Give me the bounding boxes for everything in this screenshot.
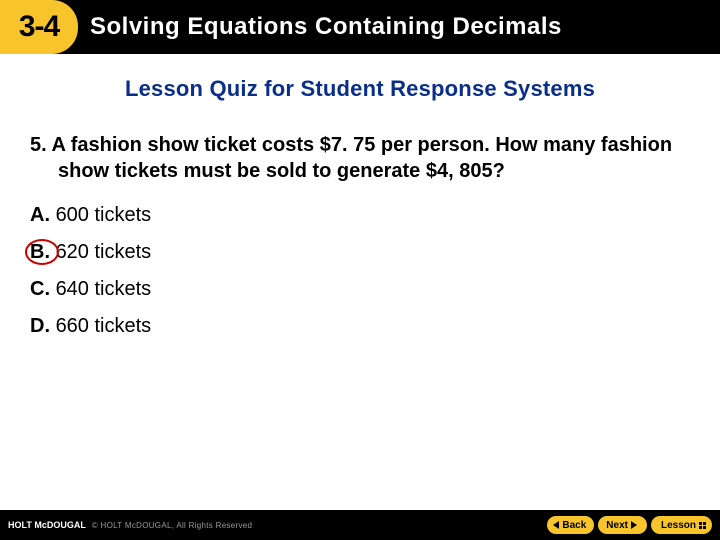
chapter-badge: 3-4 [0, 0, 78, 54]
answer-text: 620 tickets [56, 241, 152, 263]
chapter-number: 3-4 [19, 10, 59, 44]
answer-letter: D. [30, 315, 50, 337]
page-subtitle: Lesson Quiz for Student Response Systems [0, 76, 720, 102]
publisher-logo: HOLT McDOUGAL [8, 520, 86, 530]
chevron-right-icon [631, 521, 637, 529]
question-block: 5. A fashion show ticket costs $7. 75 pe… [30, 132, 690, 184]
answer-text: 640 tickets [56, 278, 152, 300]
question-text: 5. A fashion show ticket costs $7. 75 pe… [58, 132, 690, 184]
question-number: 5. [30, 134, 47, 156]
answer-text: 660 tickets [56, 315, 152, 337]
back-button[interactable]: Back [547, 516, 594, 534]
lesson-label: Lesson [661, 520, 696, 531]
answer-option-a[interactable]: A. 600 tickets [30, 204, 690, 227]
next-button[interactable]: Next [598, 516, 647, 534]
answer-letter: B. [30, 241, 50, 263]
lesson-button[interactable]: Lesson [651, 516, 712, 534]
header-bar: 3-4 Solving Equations Containing Decimal… [0, 0, 720, 54]
answer-text: 600 tickets [56, 204, 152, 226]
next-label: Next [606, 520, 628, 531]
answer-letter: A. [30, 204, 50, 226]
answer-list: A. 600 tickets B. 620 tickets C. 640 tic… [30, 204, 690, 338]
answer-option-d[interactable]: D. 660 tickets [30, 315, 690, 338]
logo-rest: McDOUGAL [32, 520, 86, 530]
footer-bar: HOLT McDOUGAL © HOLT McDOUGAL, All Right… [0, 510, 720, 540]
answer-letter: C. [30, 278, 50, 300]
footer-nav: Back Next Lesson [547, 516, 712, 534]
copyright-text: © HOLT McDOUGAL, All Rights Reserved [92, 521, 252, 530]
answer-option-b[interactable]: B. 620 tickets [30, 241, 690, 264]
logo-holt: HOLT [8, 520, 32, 530]
chevron-left-icon [553, 521, 559, 529]
back-label: Back [562, 520, 586, 531]
lesson-title: Solving Equations Containing Decimals [90, 13, 562, 41]
grid-icon [699, 522, 706, 529]
answer-option-c[interactable]: C. 640 tickets [30, 278, 690, 301]
footer-left: HOLT McDOUGAL © HOLT McDOUGAL, All Right… [8, 520, 252, 530]
question-body: A fashion show ticket costs $7. 75 per p… [52, 134, 673, 182]
